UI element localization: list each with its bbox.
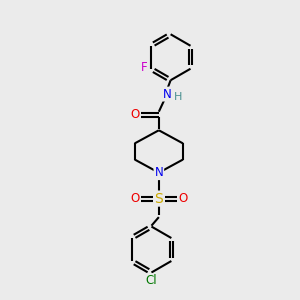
Text: O: O xyxy=(131,108,140,121)
Text: F: F xyxy=(141,61,148,74)
Text: N: N xyxy=(162,88,171,100)
Text: O: O xyxy=(178,192,188,205)
Text: O: O xyxy=(130,192,139,205)
Text: S: S xyxy=(154,192,163,206)
Text: Cl: Cl xyxy=(146,274,157,287)
Text: N: N xyxy=(154,166,163,179)
Text: H: H xyxy=(174,92,183,102)
